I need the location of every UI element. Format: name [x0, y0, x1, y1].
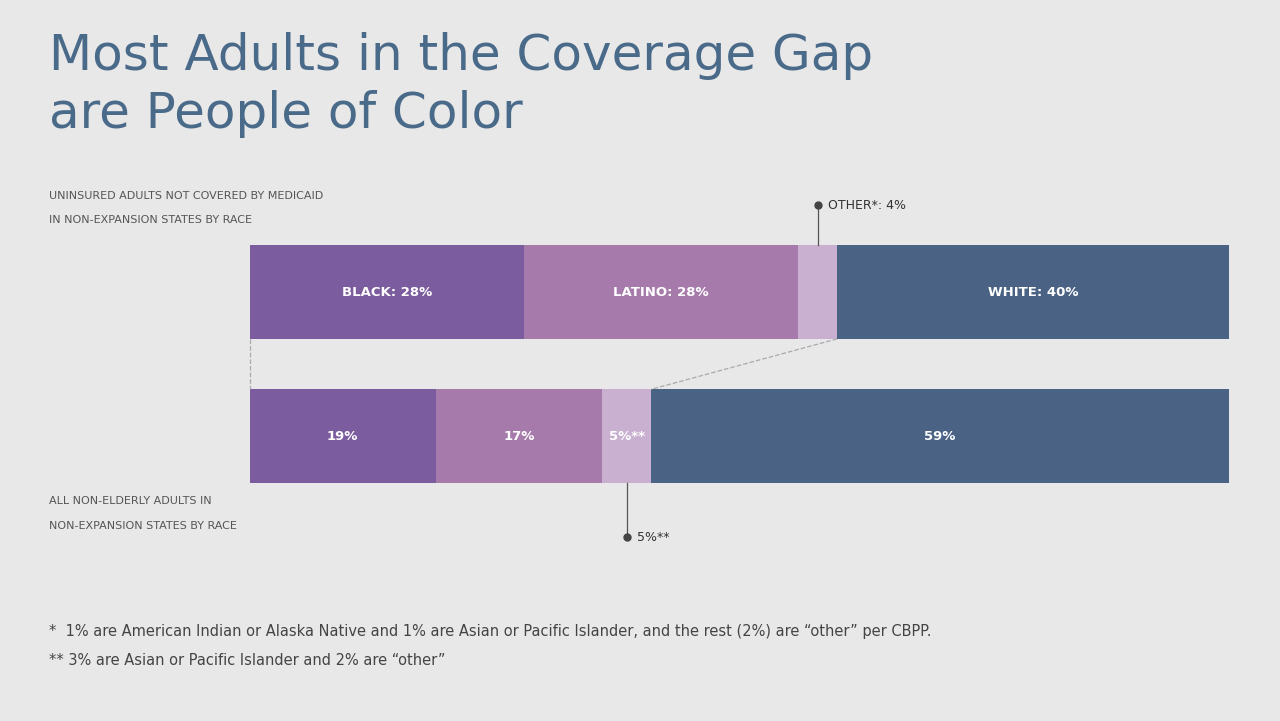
- FancyBboxPatch shape: [250, 245, 524, 339]
- FancyBboxPatch shape: [602, 389, 652, 483]
- Text: UNINSURED ADULTS NOT COVERED BY MEDICAID: UNINSURED ADULTS NOT COVERED BY MEDICAID: [49, 191, 323, 201]
- FancyBboxPatch shape: [435, 389, 602, 483]
- FancyBboxPatch shape: [652, 389, 1229, 483]
- FancyBboxPatch shape: [524, 245, 797, 339]
- Text: BLACK: 28%: BLACK: 28%: [342, 286, 431, 298]
- Text: 59%: 59%: [924, 430, 956, 443]
- Text: ALL NON-ELDERLY ADULTS IN: ALL NON-ELDERLY ADULTS IN: [49, 496, 211, 506]
- Text: OTHER*: 4%: OTHER*: 4%: [828, 199, 906, 212]
- Text: 19%: 19%: [326, 430, 358, 443]
- FancyBboxPatch shape: [250, 389, 435, 483]
- Text: NON-EXPANSION STATES BY RACE: NON-EXPANSION STATES BY RACE: [49, 521, 237, 531]
- Text: LATINO: 28%: LATINO: 28%: [613, 286, 709, 298]
- Text: WHITE: 40%: WHITE: 40%: [988, 286, 1078, 298]
- Text: 17%: 17%: [503, 430, 535, 443]
- FancyBboxPatch shape: [837, 245, 1229, 339]
- FancyBboxPatch shape: [797, 245, 837, 339]
- Text: IN NON-EXPANSION STATES BY RACE: IN NON-EXPANSION STATES BY RACE: [49, 215, 252, 225]
- Text: Most Adults in the Coverage Gap
are People of Color: Most Adults in the Coverage Gap are Peop…: [49, 32, 873, 138]
- Text: *  1% are American Indian or Alaska Native and 1% are Asian or Pacific Islander,: * 1% are American Indian or Alaska Nativ…: [49, 624, 931, 639]
- Text: 5%**: 5%**: [608, 430, 645, 443]
- Text: ** 3% are Asian or Pacific Islander and 2% are “other”: ** 3% are Asian or Pacific Islander and …: [49, 653, 445, 668]
- Text: 5%**: 5%**: [637, 531, 669, 544]
